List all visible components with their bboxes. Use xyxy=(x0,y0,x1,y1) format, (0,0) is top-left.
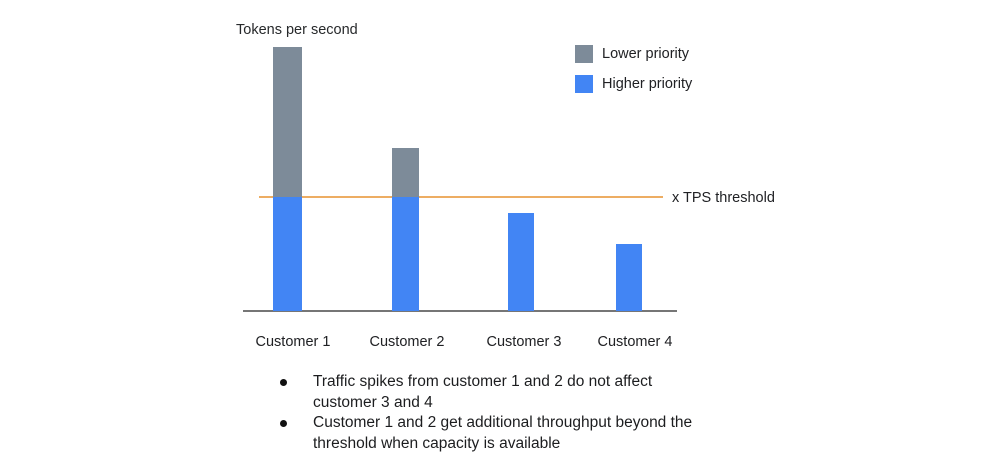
lower-priority-swatch-icon xyxy=(575,45,593,63)
category-label-customer-2: Customer 2 xyxy=(369,334,445,350)
bullet-icon xyxy=(280,372,313,386)
category-label-customer-3: Customer 3 xyxy=(486,334,562,350)
notes-list: Traffic spikes from customer 1 and 2 do … xyxy=(280,372,700,454)
legend-label-lower-priority: Lower priority xyxy=(602,46,690,62)
bar-customer-1 xyxy=(273,47,302,311)
bar-customer-4 xyxy=(616,244,642,311)
category-label-customer-4: Customer 4 xyxy=(597,334,673,350)
x-axis-labels: Customer 1 Customer 2 Customer 3 Customer 4 xyxy=(243,333,677,353)
threshold-label: x TPS threshold xyxy=(672,190,775,206)
threshold-line xyxy=(259,196,663,198)
chart-legend: Lower priority Higher priority xyxy=(575,45,692,93)
bar-segment-higher-priority xyxy=(392,197,419,311)
bar-segment-higher-priority xyxy=(273,197,302,311)
legend-label-higher-priority: Higher priority xyxy=(602,76,693,92)
bar-segment-higher-priority xyxy=(616,244,642,311)
note-text: Traffic spikes from customer 1 and 2 do … xyxy=(313,373,653,411)
bar-segment-lower-priority xyxy=(392,148,419,197)
bar-segment-higher-priority xyxy=(508,213,534,311)
bar-segment-lower-priority xyxy=(273,47,302,197)
plot-area xyxy=(243,40,677,312)
bar-customer-3 xyxy=(508,213,534,311)
chart-title: Tokens per second xyxy=(236,22,358,38)
note-text: Customer 1 and 2 get additional throughp… xyxy=(313,414,693,452)
x-axis-line xyxy=(243,310,677,312)
higher-priority-swatch-icon xyxy=(575,75,593,93)
bullet-icon xyxy=(280,413,313,427)
bar-customer-2 xyxy=(392,148,419,311)
list-item: Customer 1 and 2 get additional throughp… xyxy=(280,413,700,454)
legend-row-lower-priority: Lower priority xyxy=(575,45,692,63)
category-label-customer-1: Customer 1 xyxy=(255,334,331,350)
legend-row-higher-priority: Higher priority xyxy=(575,75,692,93)
list-item: Traffic spikes from customer 1 and 2 do … xyxy=(280,372,700,413)
